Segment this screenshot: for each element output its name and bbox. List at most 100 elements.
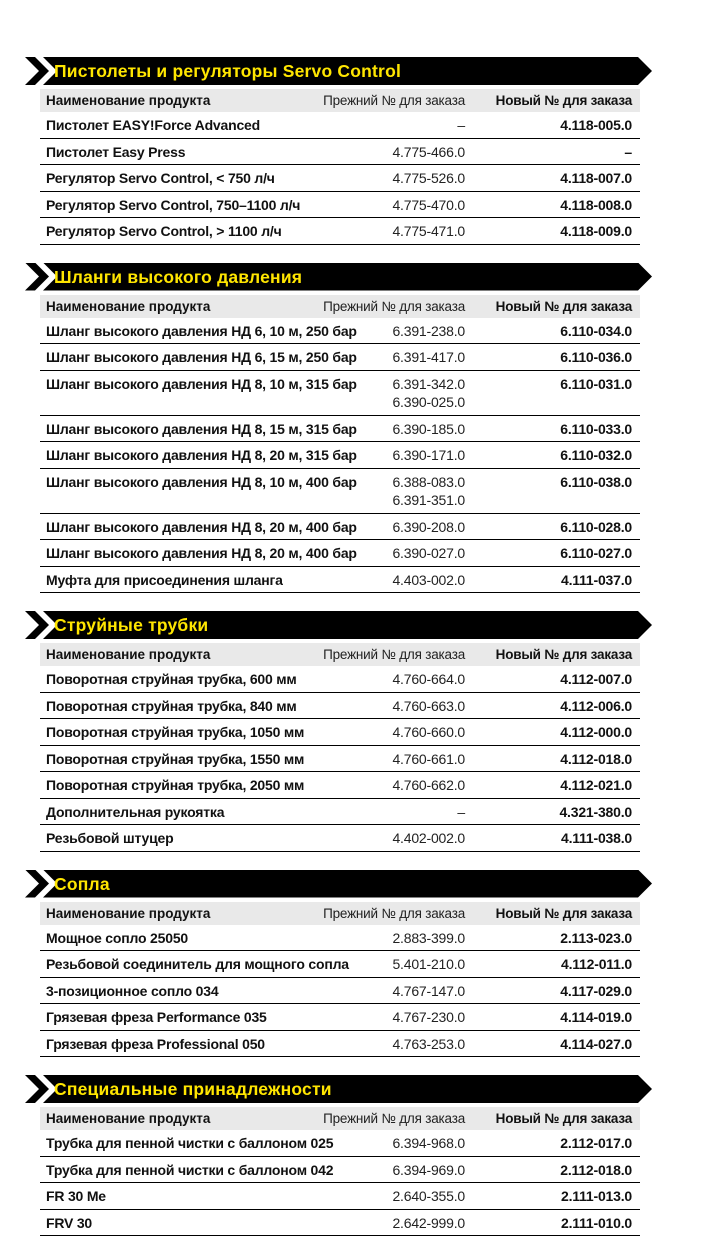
product-name: Трубка для пенной чистки с баллоном 042: [40, 1161, 285, 1180]
product-name: Регулятор Servo Control, < 750 л/ч: [40, 169, 285, 188]
section-banner: Специальные принадлежности: [25, 1075, 652, 1103]
product-name: Поворотная струйная трубка, 840 мм: [40, 697, 285, 716]
product-name: Шланг высокого давления НД 8, 10 м, 400 …: [40, 473, 285, 510]
products-table: Наименование продукта Прежний № для зака…: [40, 89, 640, 245]
new-order-number: 4.112-000.0: [465, 723, 640, 742]
old-order-number: 4.760-662.0: [285, 776, 465, 795]
product-name: Шланг высокого давления НД 8, 20 м, 400 …: [40, 518, 285, 537]
table-row: Шланг высокого давления НД 8, 20 м, 400 …: [40, 514, 640, 541]
table-row: Шланг высокого давления НД 6, 10 м, 250 …: [40, 318, 640, 345]
new-order-number: 6.110-028.0: [465, 518, 640, 537]
column-header-old: Прежний № для заказа: [285, 902, 465, 925]
old-order-number: 4.775-471.0: [285, 222, 465, 241]
old-order-number: 4.775-526.0: [285, 169, 465, 188]
new-order-number: 2.111-010.0: [465, 1214, 640, 1233]
new-order-number: 4.321-380.0: [465, 803, 640, 822]
new-order-number: 6.110-038.0: [465, 473, 640, 510]
section: Пистолеты и регуляторы Servo Control Наи…: [25, 57, 652, 245]
product-name: Шланг высокого давления НД 8, 20 м, 400 …: [40, 544, 285, 563]
products-table: Наименование продукта Прежний № для зака…: [40, 902, 640, 1058]
new-order-number: 4.112-011.0: [465, 955, 640, 974]
new-order-number: 6.110-033.0: [465, 420, 640, 439]
new-order-number: 2.113-023.0: [465, 929, 640, 948]
product-name: Шланг высокого давления НД 8, 20 м, 315 …: [40, 446, 285, 465]
table-rows: Шланг высокого давления НД 6, 10 м, 250 …: [40, 318, 640, 594]
new-order-number: 4.111-037.0: [465, 571, 640, 590]
table-row: Шланг высокого давления НД 6, 15 м, 250 …: [40, 344, 640, 371]
old-order-number: 4.760-664.0: [285, 670, 465, 689]
old-order-number: 4.760-660.0: [285, 723, 465, 742]
products-table: Наименование продукта Прежний № для зака…: [40, 1107, 640, 1236]
new-order-number: 4.118-005.0: [465, 116, 640, 135]
section-banner: Шланги высокого давления: [25, 263, 652, 291]
old-order-number: 6.390-171.0: [285, 446, 465, 465]
old-order-number: 6.390-027.0: [285, 544, 465, 563]
old-order-number: 4.775-466.0: [285, 143, 465, 162]
banner-chevron-icon: [25, 57, 49, 85]
old-order-number: 6.390-185.0: [285, 420, 465, 439]
banner-chevron-icon: [25, 263, 49, 291]
new-order-number: 4.112-006.0: [465, 697, 640, 716]
product-name: Муфта для присоединения шланга: [40, 571, 285, 590]
product-name: Поворотная струйная трубка, 1050 мм: [40, 723, 285, 742]
column-header-new: Новый № для заказа: [465, 902, 640, 925]
product-name: 3-позиционное сопло 034: [40, 982, 285, 1001]
product-name: Пистолет Easy Press: [40, 143, 285, 162]
table-row: Шланг высокого давления НД 8, 10 м, 400 …: [40, 469, 640, 514]
table-rows: Пистолет EASY!Force Advanced–4.118-005.0…: [40, 112, 640, 245]
product-name: Шланг высокого давления НД 8, 10 м, 315 …: [40, 375, 285, 412]
old-order-number: 6.391-238.0: [285, 322, 465, 341]
column-header-old: Прежний № для заказа: [285, 295, 465, 318]
banner-chevron-icon: [25, 1075, 49, 1103]
new-order-number: 2.111-013.0: [465, 1187, 640, 1206]
column-header-new: Новый № для заказа: [465, 295, 640, 318]
new-order-number: 6.110-032.0: [465, 446, 640, 465]
product-name: Шланг высокого давления НД 8, 15 м, 315 …: [40, 420, 285, 439]
old-order-number: 6.391-417.0: [285, 348, 465, 367]
old-order-number: 4.763-253.0: [285, 1035, 465, 1054]
column-header-old: Прежний № для заказа: [285, 89, 465, 112]
column-header-name: Наименование продукта: [40, 1107, 285, 1130]
product-name: Грязевая фреза Professional 050: [40, 1035, 285, 1054]
product-name: Пистолет EASY!Force Advanced: [40, 116, 285, 135]
column-header-name: Наименование продукта: [40, 89, 285, 112]
section-banner: Пистолеты и регуляторы Servo Control: [25, 57, 652, 85]
product-name: Резьбовой соединитель для мощного сопла: [40, 955, 285, 974]
new-order-number: 2.112-018.0: [465, 1161, 640, 1180]
new-order-number: 4.118-009.0: [465, 222, 640, 241]
product-name: Трубка для пенной чистки с баллоном 025: [40, 1134, 285, 1153]
table-row: Пистолет EASY!Force Advanced–4.118-005.0: [40, 112, 640, 139]
section-title: Сопла: [54, 870, 110, 898]
table-row: Шланг высокого давления НД 8, 20 м, 400 …: [40, 540, 640, 567]
table-row: Шланг высокого давления НД 8, 10 м, 315 …: [40, 371, 640, 416]
section-title: Шланги высокого давления: [54, 263, 302, 291]
table-header-row: Наименование продукта Прежний № для зака…: [40, 1107, 640, 1130]
new-order-number: 4.118-008.0: [465, 196, 640, 215]
old-order-number: 4.775-470.0: [285, 196, 465, 215]
section-title: Струйные трубки: [54, 611, 208, 639]
new-order-number: 4.112-018.0: [465, 750, 640, 769]
old-order-number: 4.767-230.0: [285, 1008, 465, 1027]
products-table: Наименование продукта Прежний № для зака…: [40, 295, 640, 594]
section-title: Пистолеты и регуляторы Servo Control: [54, 57, 401, 85]
section-banner: Сопла: [25, 870, 652, 898]
table-row: Дополнительная рукоятка–4.321-380.0: [40, 799, 640, 826]
old-order-number: 6.390-208.0: [285, 518, 465, 537]
banner-chevron-icon: [25, 611, 49, 639]
